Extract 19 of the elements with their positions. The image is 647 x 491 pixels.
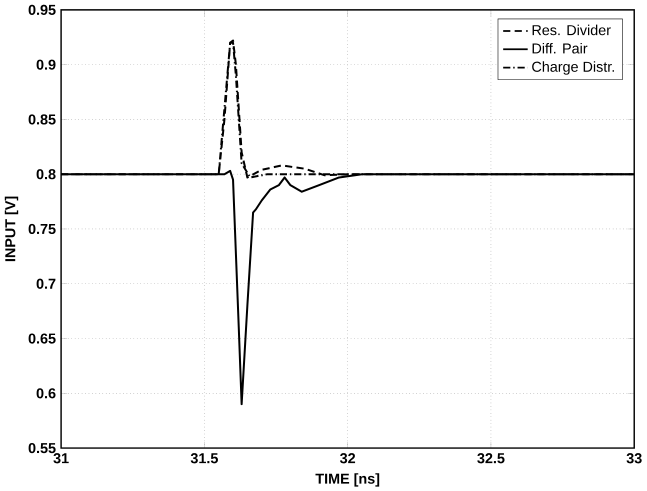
x-tick-label: 32.5 [477, 452, 505, 464]
x-tick-label: 33 [626, 452, 642, 464]
y-tick-label: 0.8 [36, 168, 56, 180]
y-tick-label: 0.95 [28, 4, 56, 15]
legend-label: Diff. Pair [532, 42, 588, 54]
legend-label: Res. Divider [532, 24, 611, 36]
x-tick-label: 32 [340, 452, 356, 464]
x-tick-label: 31 [53, 452, 69, 464]
y-tick-label: 0.55 [28, 442, 56, 453]
y-tick-label: 0.85 [28, 114, 56, 124]
y-axis-title: INPUT [V] [4, 196, 18, 261]
y-tick-label: 0.9 [36, 59, 56, 70]
y-tick-label: 0.6 [36, 388, 56, 398]
x-axis-title: TIME [ns] [315, 473, 380, 486]
y-tick-label: 0.65 [28, 333, 56, 344]
y-tick-label: 0.7 [36, 278, 56, 289]
legend-label: Charge Distr. [532, 61, 614, 74]
y-tick-label: 0.75 [28, 224, 56, 234]
x-tick-label: 31.5 [190, 452, 218, 464]
